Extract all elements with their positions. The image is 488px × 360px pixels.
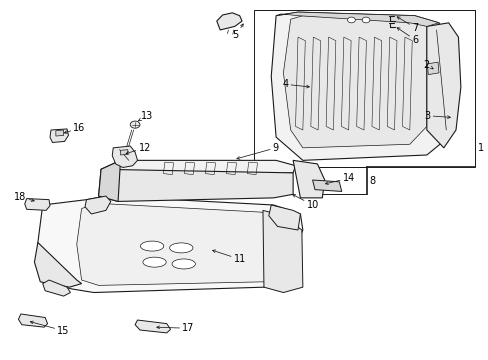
Polygon shape xyxy=(38,196,302,293)
Circle shape xyxy=(347,17,355,23)
Text: 5: 5 xyxy=(232,24,243,40)
Text: 7: 7 xyxy=(396,17,418,33)
Polygon shape xyxy=(283,16,426,148)
Polygon shape xyxy=(99,160,120,202)
Polygon shape xyxy=(19,314,47,327)
Polygon shape xyxy=(216,13,242,30)
Circle shape xyxy=(130,121,140,128)
Bar xyxy=(254,10,474,167)
Text: 11: 11 xyxy=(212,250,245,264)
Polygon shape xyxy=(101,160,295,176)
Ellipse shape xyxy=(142,257,166,267)
Polygon shape xyxy=(120,150,127,155)
Text: 1: 1 xyxy=(477,143,483,153)
Text: 2: 2 xyxy=(423,60,432,70)
Text: 6: 6 xyxy=(396,28,418,45)
Text: 4: 4 xyxy=(282,79,309,89)
Polygon shape xyxy=(77,203,281,285)
Text: 18: 18 xyxy=(14,192,34,202)
Polygon shape xyxy=(271,12,453,160)
Polygon shape xyxy=(25,199,50,210)
Polygon shape xyxy=(426,23,460,148)
Ellipse shape xyxy=(140,241,163,251)
Polygon shape xyxy=(34,243,81,287)
Polygon shape xyxy=(268,205,300,230)
Polygon shape xyxy=(292,160,324,198)
Text: 3: 3 xyxy=(424,111,449,121)
Polygon shape xyxy=(42,280,70,296)
Text: 16: 16 xyxy=(64,123,85,134)
Polygon shape xyxy=(112,146,137,167)
Polygon shape xyxy=(56,130,63,136)
Polygon shape xyxy=(276,12,438,26)
Text: 17: 17 xyxy=(157,323,194,333)
Polygon shape xyxy=(99,169,292,202)
Polygon shape xyxy=(50,129,68,143)
Text: 8: 8 xyxy=(368,176,374,186)
Ellipse shape xyxy=(172,259,195,269)
Text: 9: 9 xyxy=(237,143,278,159)
Polygon shape xyxy=(427,62,438,75)
Text: 14: 14 xyxy=(325,173,354,184)
Polygon shape xyxy=(135,320,170,333)
Text: 13: 13 xyxy=(138,111,153,121)
Text: 12: 12 xyxy=(126,143,151,154)
Ellipse shape xyxy=(169,243,193,253)
Polygon shape xyxy=(312,180,341,192)
Polygon shape xyxy=(263,210,302,293)
Text: 15: 15 xyxy=(30,321,69,336)
Circle shape xyxy=(362,17,369,23)
Polygon shape xyxy=(85,196,111,214)
Text: 10: 10 xyxy=(292,195,318,210)
